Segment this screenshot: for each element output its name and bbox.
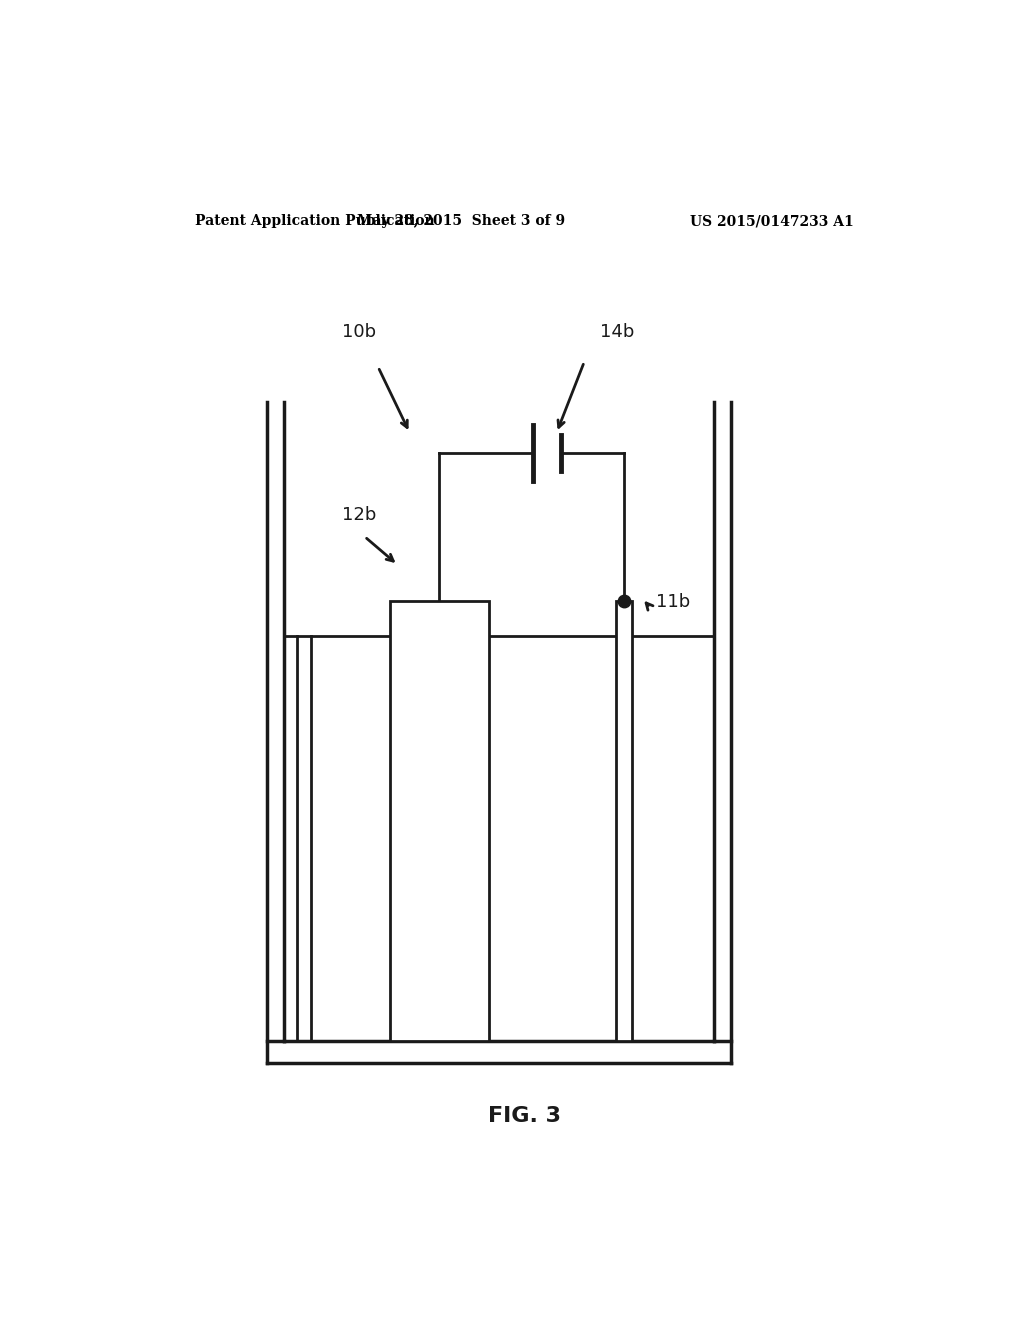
Text: 10b: 10b bbox=[342, 323, 377, 342]
Bar bbox=[616, 601, 632, 1040]
Text: FIG. 3: FIG. 3 bbox=[488, 1106, 561, 1126]
Text: May 28, 2015  Sheet 3 of 9: May 28, 2015 Sheet 3 of 9 bbox=[357, 214, 565, 228]
Bar bbox=[390, 601, 489, 1040]
Text: 11b: 11b bbox=[655, 593, 690, 611]
Text: 14b: 14b bbox=[600, 323, 635, 342]
Text: US 2015/0147233 A1: US 2015/0147233 A1 bbox=[690, 214, 854, 228]
Text: 12b: 12b bbox=[342, 507, 377, 524]
Text: Patent Application Publication: Patent Application Publication bbox=[196, 214, 435, 228]
